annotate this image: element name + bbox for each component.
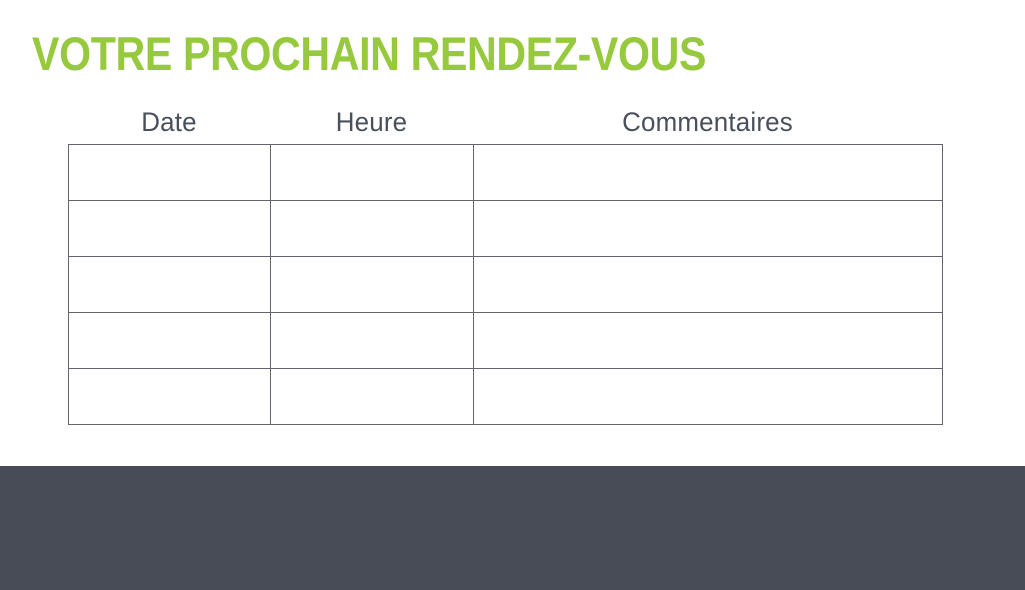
table-row [68, 144, 943, 201]
cell-heure[interactable] [270, 368, 474, 425]
column-header-commentaires: Commentaires [622, 106, 793, 137]
table-row [68, 312, 943, 369]
table-row [68, 200, 943, 257]
cell-commentaires[interactable] [473, 144, 943, 201]
appointments-table [68, 144, 943, 425]
cell-commentaires[interactable] [473, 368, 943, 425]
cell-commentaires[interactable] [473, 312, 943, 369]
table-row [68, 256, 943, 313]
cell-date[interactable] [68, 200, 271, 257]
column-header-date: Date [141, 106, 197, 137]
cell-date[interactable] [68, 256, 271, 313]
table-column-headers: Date Heure Commentaires [68, 99, 942, 144]
cell-heure[interactable] [270, 200, 474, 257]
cell-heure[interactable] [270, 144, 474, 201]
table-row [68, 368, 943, 425]
appointments-section: Date Heure Commentaires [68, 99, 943, 425]
cell-date[interactable] [68, 312, 271, 369]
cell-heure[interactable] [270, 312, 474, 369]
cell-commentaires[interactable] [473, 256, 943, 313]
cell-heure[interactable] [270, 256, 474, 313]
cell-date[interactable] [68, 368, 271, 425]
page-title: Votre prochain rendez-vous [32, 27, 707, 80]
appointments-table-body [68, 144, 943, 425]
cell-date[interactable] [68, 144, 271, 201]
cell-commentaires[interactable] [473, 200, 943, 257]
column-header-heure: Heure [335, 106, 408, 137]
footer-band [0, 466, 1025, 590]
